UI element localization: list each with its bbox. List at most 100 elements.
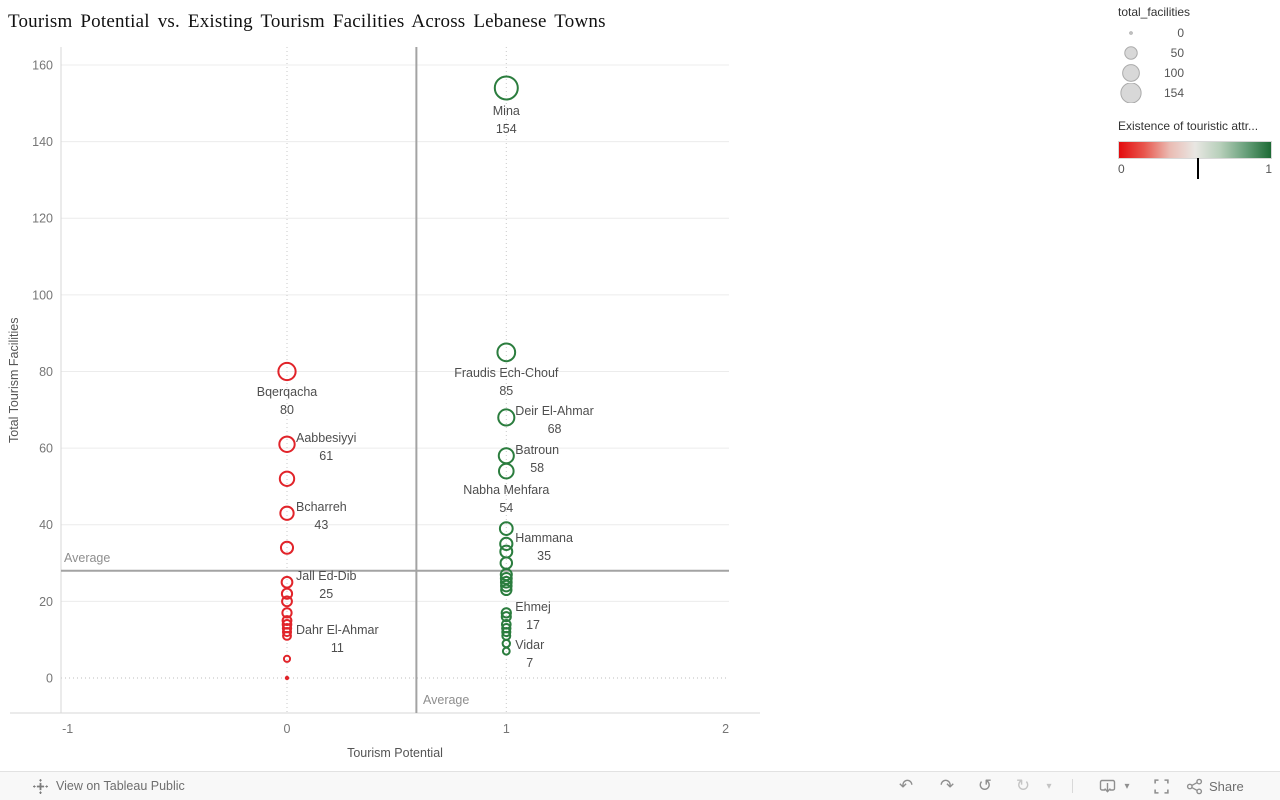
size-legend-circle <box>1129 31 1133 35</box>
mark-label-aabbesiyyi: Aabbesiyyi 61 <box>296 431 357 464</box>
size-legend-rows: 0 50 100 154 <box>1118 23 1276 103</box>
size-legend-value: 0 <box>1177 26 1184 40</box>
data-point-bqerqacha[interactable] <box>277 361 297 382</box>
color-legend-min: 0 <box>1118 162 1125 176</box>
data-point[interactable] <box>498 521 514 536</box>
bottom-toolbar: View on Tableau Public ↶ ↷ ↺ ↻ ▾ ▾ <box>0 771 1280 800</box>
tableau-logo-icon <box>33 778 48 794</box>
mark-label-bqerqacha: Bqerqacha 80 <box>256 385 318 418</box>
size-legend-value: 50 <box>1170 46 1184 60</box>
share-button[interactable]: Share <box>1186 772 1266 800</box>
data-point[interactable] <box>500 579 513 593</box>
data-point-fraudis-ech-chouf[interactable] <box>496 342 517 363</box>
data-point[interactable] <box>499 575 513 589</box>
mark-label-mina: Mina 154 <box>492 104 520 137</box>
download-button[interactable] <box>1096 772 1118 800</box>
fullscreen-button[interactable] <box>1150 772 1172 800</box>
data-point-dahr-el-ahmar[interactable] <box>282 630 292 641</box>
data-point[interactable] <box>281 626 293 638</box>
average-line-y-label: Average <box>64 551 111 565</box>
size-legend-circle <box>1120 83 1142 103</box>
download-icon <box>1099 779 1115 793</box>
y-tick-label: 0 <box>46 672 53 686</box>
x-tick-label: 0 <box>284 722 291 736</box>
y-tick-label: 100 <box>32 288 53 302</box>
toolbar-separator <box>1072 779 1073 793</box>
download-caret-icon[interactable]: ▾ <box>1124 780 1130 792</box>
data-point[interactable] <box>278 470 296 487</box>
view-on-tableau-public-link[interactable]: View on Tableau Public <box>32 772 185 800</box>
x-tick-label: 2 <box>722 722 729 736</box>
mark-label-batroun: Batroun 58 <box>515 442 560 475</box>
y-tick-label: 80 <box>39 365 53 379</box>
y-tick-label: 160 <box>32 58 53 72</box>
size-legend[interactable]: total_facilities 0 50 100 154 <box>1118 5 1276 103</box>
x-tick-label: 1 <box>503 722 510 736</box>
data-point[interactable] <box>279 540 295 555</box>
x-axis-title: Tourism Potential <box>347 746 443 760</box>
y-tick-label: 60 <box>39 442 53 456</box>
mark-label-nabha-mehfara: Nabha Mehfara 54 <box>463 483 550 516</box>
scatter-plot-canvas: 0 20 40 60 80 100 120 140 160 -1 0 1 2 <box>10 47 760 736</box>
size-legend-item-154[interactable]: 154 <box>1118 83 1276 103</box>
legends-panel: total_facilities 0 50 100 154 Existence of … <box>1118 5 1276 179</box>
color-gradient-tick[interactable] <box>1197 158 1199 179</box>
refresh-button[interactable]: ↻ <box>1015 776 1031 795</box>
redo-button[interactable]: ↷ <box>939 776 955 795</box>
mark-label-hammana: Hammana 35 <box>515 530 573 563</box>
mark-label-dahr-el-ahmar: Dahr El-Ahmar 11 <box>296 622 379 655</box>
mark-label-bcharreh: Bcharreh 43 <box>296 500 347 533</box>
undo-button[interactable]: ↶ <box>898 776 914 795</box>
data-point-nabha-mehfara[interactable] <box>498 462 515 480</box>
y-tick-label: 40 <box>39 518 53 532</box>
size-legend-circle <box>1122 64 1140 82</box>
average-line-x-label: Average <box>423 693 470 707</box>
color-legend-gradient-wrap <box>1118 141 1276 179</box>
scatter-plot: 0 20 40 60 80 100 120 140 160 -1 0 1 2 Bqerqacha 80 Aa… <box>7 47 760 760</box>
size-legend-item-100[interactable]: 100 <box>1118 63 1276 83</box>
refresh-caret-icon[interactable]: ▾ <box>1046 780 1052 792</box>
data-point-deir-el-ahmar[interactable] <box>497 408 516 427</box>
color-legend-max: 1 <box>1265 162 1272 176</box>
x-tick-label: -1 <box>62 722 73 736</box>
color-legend-title: Existence of touristic attr... <box>1118 119 1259 133</box>
size-legend-value: 154 <box>1163 86 1184 100</box>
data-point-jall-ed-dib[interactable] <box>280 575 294 589</box>
mark-label-vidar: Vidar 7 <box>515 638 545 671</box>
data-point-mina[interactable] <box>493 75 519 101</box>
size-legend-circle <box>1124 46 1138 60</box>
mark-label-fraudis-ech-chouf: Fraudis Ech-Chouf 85 <box>454 366 559 399</box>
data-point-ehmej[interactable] <box>500 607 512 619</box>
size-legend-item-50[interactable]: 50 <box>1118 43 1276 63</box>
mark-label-jall-ed-dib: Jall Ed-Dib 25 <box>296 569 357 602</box>
share-icon <box>1186 778 1203 794</box>
reset-button[interactable]: ↺ <box>977 776 993 795</box>
data-point[interactable] <box>281 595 293 608</box>
data-point-aabbesiyyi[interactable] <box>278 435 296 453</box>
y-tick-label: 140 <box>32 135 53 149</box>
data-point[interactable] <box>281 607 293 619</box>
fullscreen-icon <box>1153 778 1169 794</box>
size-legend-item-0[interactable]: 0 <box>1118 23 1276 43</box>
data-point[interactable] <box>284 675 290 681</box>
color-gradient-labels: 0 1 <box>1118 162 1272 176</box>
mark-label-ehmej: Ehmej 17 <box>515 599 551 632</box>
data-point[interactable] <box>282 654 292 663</box>
y-tick-label: 20 <box>39 595 53 609</box>
page-title: Tourism Potential vs. Existing Tourism F… <box>8 11 606 32</box>
color-gradient-bar[interactable] <box>1118 141 1272 159</box>
data-point-vidar[interactable] <box>501 646 511 656</box>
y-axis-title: Total Tourism Facilities <box>7 317 21 443</box>
data-point[interactable] <box>500 583 513 597</box>
share-label: Share <box>1209 778 1244 794</box>
view-on-tableau-public-label: View on Tableau Public <box>56 779 185 793</box>
size-legend-title: total_facilities <box>1118 5 1191 19</box>
data-point[interactable] <box>501 626 512 638</box>
data-point-hammana[interactable] <box>499 536 514 552</box>
data-point[interactable] <box>500 611 512 623</box>
data-point-bcharreh[interactable] <box>279 505 295 521</box>
color-legend[interactable]: Existence of touristic attr... 0 1 <box>1118 119 1276 179</box>
size-legend-value: 100 <box>1163 66 1184 80</box>
data-point[interactable] <box>280 587 294 600</box>
